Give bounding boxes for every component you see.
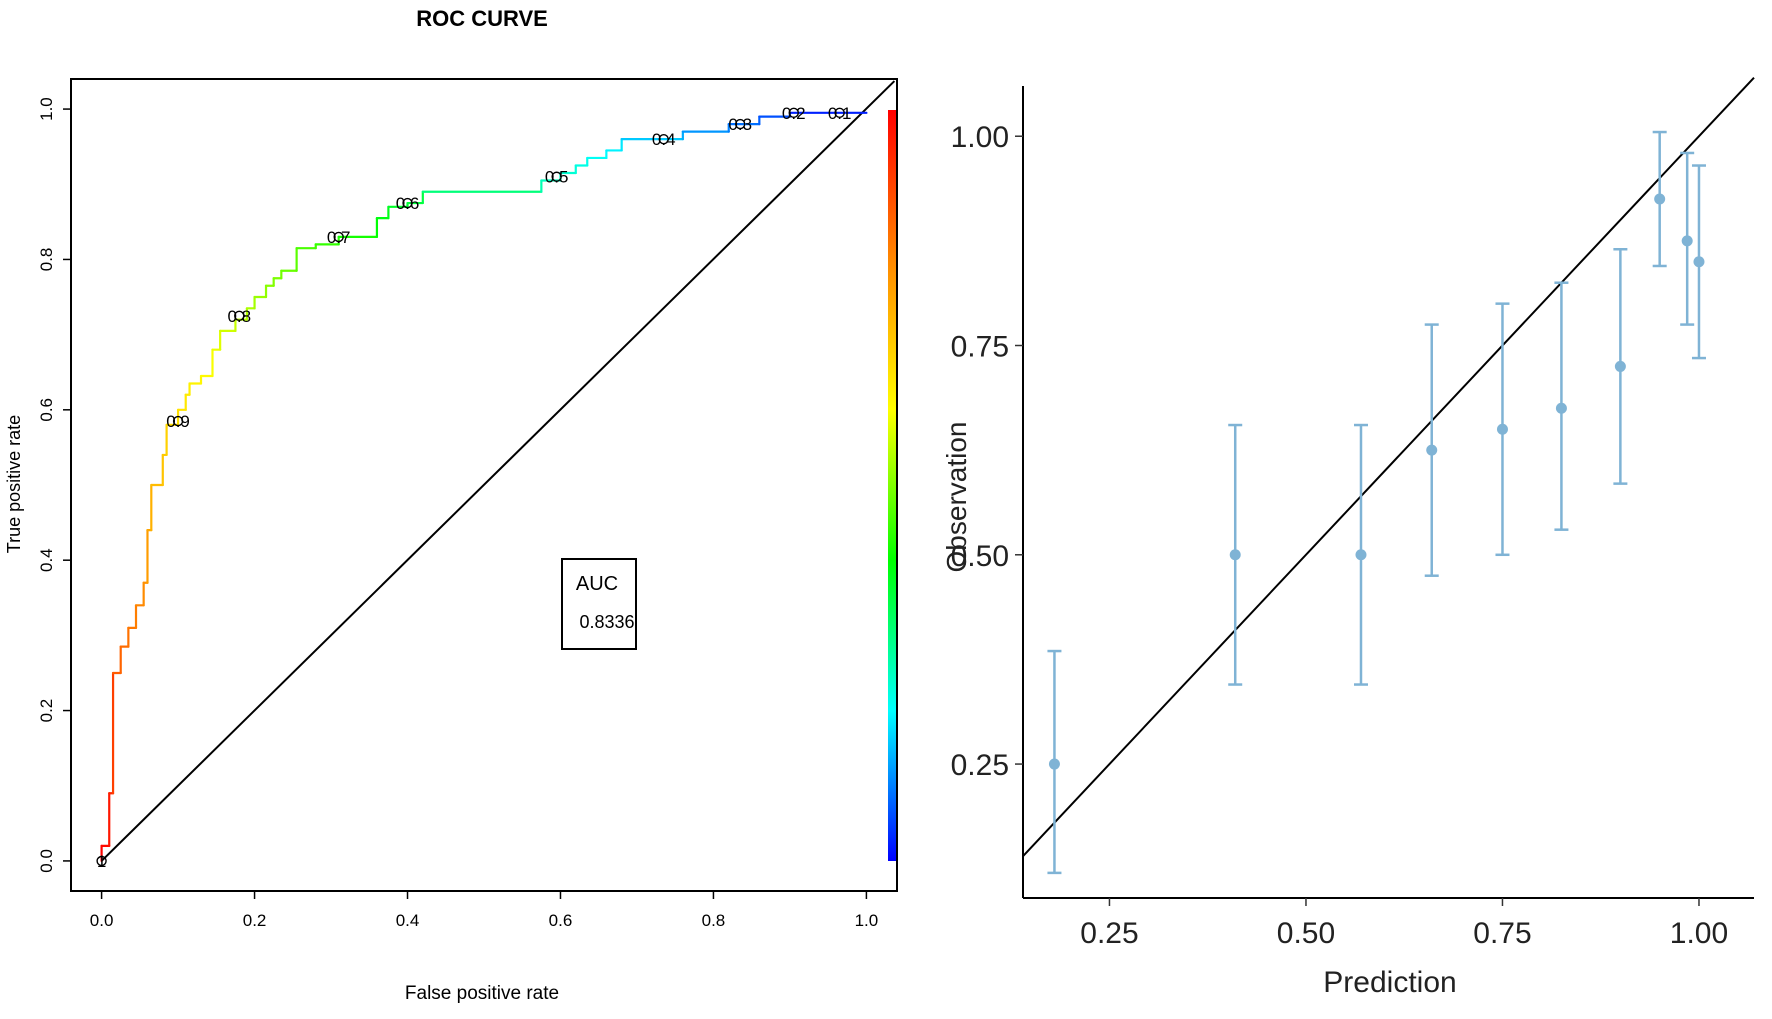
- calibration-point: [1693, 256, 1705, 268]
- roc-threshold-label: 0.9: [166, 412, 190, 431]
- roc-threshold-marker: [788, 107, 799, 119]
- roc-threshold-marker: [834, 107, 845, 119]
- roc-x-tick-label: 0.2: [243, 911, 267, 930]
- roc-title: ROC CURVE: [416, 6, 548, 31]
- calibration-x-tick-label: 0.75: [1473, 917, 1531, 950]
- calibration-y-tick-label: 1.00: [951, 121, 1009, 154]
- roc-ylabel: True positive rate: [4, 415, 24, 553]
- roc-threshold-label: 0.8: [227, 307, 251, 326]
- auc-box-frame: [561, 558, 637, 650]
- roc-y-tick-label: 1.0: [37, 97, 56, 121]
- roc-threshold-label: 1: [97, 852, 106, 871]
- roc-y-tick-label: 0.2: [37, 699, 56, 723]
- roc-y-tick-label: 0.4: [37, 548, 56, 572]
- roc-x-tick-label: 1.0: [855, 911, 879, 930]
- roc-threshold-marker: [234, 310, 245, 322]
- roc-diagonal-line: [100, 80, 896, 862]
- roc-threshold-marker: [658, 133, 669, 145]
- calibration-ylabel: Observation: [941, 422, 972, 573]
- auc-box-value: 0.8336: [579, 612, 634, 632]
- calibration-y-tick-label: 0.75: [951, 331, 1009, 364]
- roc-x-tick-label: 0.0: [90, 911, 114, 930]
- calibration-y-tick-label: 0.25: [951, 749, 1009, 782]
- calibration-x-tick-label: 0.50: [1277, 917, 1335, 950]
- roc-threshold-marker: [172, 415, 184, 427]
- auc-box-title: AUC: [576, 573, 618, 595]
- calibration-point: [1555, 402, 1567, 414]
- calibration-point: [1654, 193, 1666, 205]
- roc-threshold-marker: [333, 231, 344, 243]
- calibration-point: [1426, 444, 1438, 456]
- calibration-point: [1614, 360, 1626, 372]
- roc-threshold-label: 0.4: [652, 130, 676, 149]
- roc-plot-area: 0.0 0.2 0.4 0.6 0.8 1.0 0.0 0.2 0.4 0.6 0.8 1.0 1 0.9…: [37, 78, 898, 930]
- roc-threshold-label: 0.1: [828, 104, 852, 123]
- roc-threshold-label: 0.6: [396, 194, 420, 213]
- roc-xlabel: False positive rate: [405, 983, 559, 1004]
- calibration-x-tick-label: 1.00: [1670, 917, 1728, 950]
- roc-x-tick-label: 0.6: [549, 911, 573, 930]
- roc-threshold-marker: [551, 171, 562, 182]
- roc-plot-frame: [70, 78, 898, 892]
- calibration-point: [1048, 758, 1060, 770]
- roc-chart: ROC CURVE 0.0 0.2 0.4 0.6 0.8 1.0 0.0 0.2 0.4 0.6…: [4, 6, 898, 1004]
- calibration-plot-area: 0.25 0.50 0.75 1.00 0.25 0.50 0.75 1.00: [951, 76, 1755, 950]
- calibration-reference-line: [1022, 76, 1755, 857]
- calibration-xlabel: Prediction: [1323, 966, 1456, 999]
- calibration-x-tick-label: 0.25: [1080, 917, 1138, 950]
- calibration-point: [1229, 549, 1241, 561]
- calibration-y-tick-label: 0.50: [951, 540, 1009, 573]
- roc-x-tick-label: 0.8: [702, 911, 726, 930]
- roc-y-tick-label: 0.6: [37, 398, 56, 422]
- calibration-point: [1355, 549, 1367, 561]
- roc-threshold-label: 0.2: [782, 104, 806, 123]
- calibration-point: [1681, 235, 1693, 247]
- calibration-point: [1496, 423, 1508, 435]
- roc-threshold-label: 0.5: [545, 168, 569, 187]
- roc-x-tick-label: 0.4: [396, 911, 420, 930]
- roc-threshold-label: 0.7: [327, 228, 351, 247]
- auc-box: AUC 0.8336: [561, 558, 637, 650]
- roc-threshold-marker: [735, 118, 746, 130]
- roc-y-tick-label: 0.0: [37, 849, 56, 873]
- roc-threshold-marker: [96, 855, 107, 867]
- roc-threshold-marker: [402, 197, 413, 209]
- roc-threshold-label: 0.3: [728, 115, 752, 134]
- roc-y-tick-label: 0.8: [37, 248, 56, 272]
- roc-colorbar: [888, 110, 896, 861]
